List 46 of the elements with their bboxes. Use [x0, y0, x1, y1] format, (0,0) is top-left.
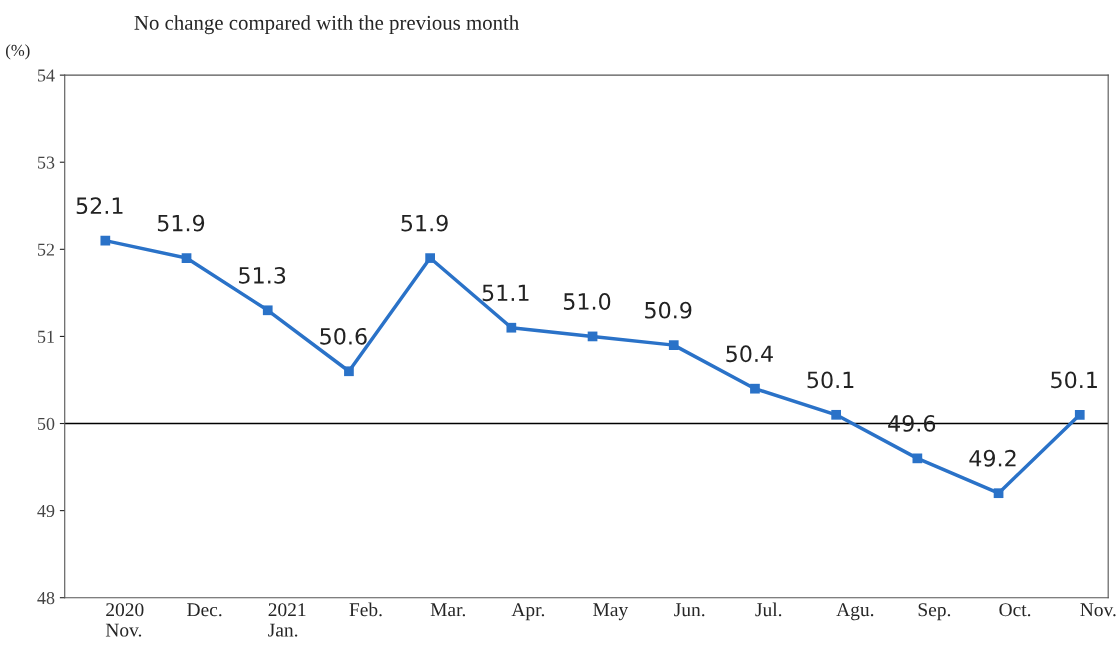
point: [912, 453, 923, 464]
x-tick-label: Agu.: [836, 603, 874, 621]
text: 50.1: [807, 371, 854, 389]
chart-title: No change compared with the previous month: [134, 15, 519, 35]
point: [668, 340, 679, 350]
text: 50.6: [320, 327, 367, 345]
point: [344, 366, 354, 377]
y-tick-label: 53: [38, 156, 55, 169]
text: 51.9: [401, 214, 448, 232]
point: [831, 409, 842, 420]
point: [181, 253, 192, 263]
y-tick-label: 50: [38, 417, 55, 430]
x-tick-label: Feb.: [349, 602, 382, 617]
text: 51.0: [563, 293, 611, 310]
point: [1074, 409, 1085, 420]
x-tick-label: 2021 Jan.: [268, 603, 306, 637]
x-tick-label: Jun.: [674, 603, 705, 617]
point: [993, 488, 1004, 499]
y-tick-label: 52: [38, 243, 55, 256]
x-tick-label: 2020 Nov.: [105, 603, 144, 637]
x-tick-label: Jul.: [755, 602, 782, 617]
point: [750, 383, 760, 394]
x-tick-label: May: [593, 603, 629, 621]
y-tick-label: 48: [37, 591, 55, 605]
text: 52.1: [76, 197, 123, 215]
x-tick-label: Apr.: [511, 603, 545, 621]
y-tick-label: 54: [38, 69, 55, 82]
text: 49.2: [969, 449, 1016, 467]
text: 51.3: [239, 266, 286, 284]
point: [425, 253, 435, 263]
text: 51.1: [482, 284, 529, 302]
text: 50.1: [1051, 371, 1097, 389]
y-tick-label: 49: [37, 504, 55, 518]
y-axis-title: (%): [6, 44, 30, 60]
y-tick-label: 51: [38, 330, 54, 343]
text: 50.4: [726, 345, 773, 363]
point: [506, 322, 517, 333]
point: [262, 305, 273, 316]
text: 50.9: [645, 301, 692, 319]
x-tick-label: Sep.: [918, 603, 951, 621]
point: [100, 235, 111, 246]
x-tick-label: Mar.: [430, 603, 466, 617]
x-tick-label: Oct.: [999, 603, 1031, 617]
x-tick-label: Nov.: [1080, 603, 1116, 617]
text: 51.9: [157, 214, 205, 232]
x-tick-label: Dec.: [187, 603, 222, 617]
